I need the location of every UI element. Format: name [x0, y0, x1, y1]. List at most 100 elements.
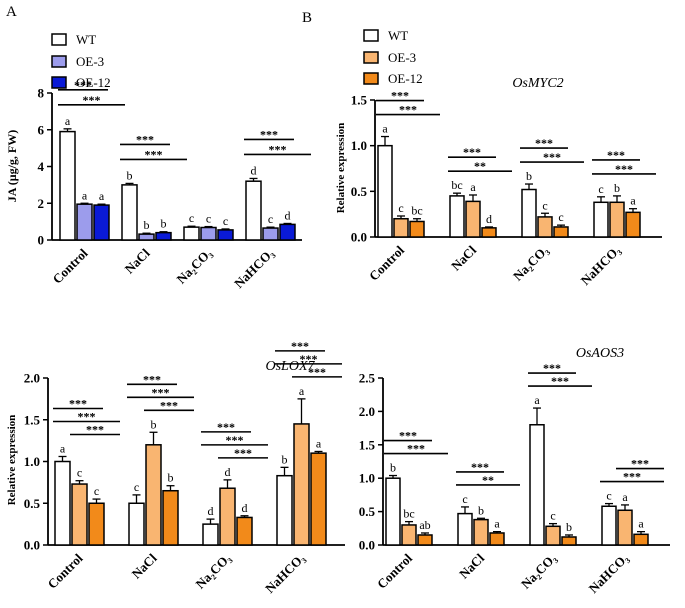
y-tick-label: 0.5	[359, 504, 376, 519]
sig-stars: ***	[399, 429, 417, 443]
legend-a-label-wt: WT	[76, 32, 96, 47]
sig-letter: a	[622, 490, 628, 504]
x-tick-label: NaCl	[456, 550, 487, 581]
y-tick-label: 1.5	[351, 93, 368, 108]
y-tick-label: 1.0	[24, 454, 40, 469]
chart-c: 0.0 0.5 1.0 1.5 2.0 Relative expression OsLOX7…	[6, 339, 345, 596]
sig-letter: a	[638, 517, 644, 531]
sig-letter: a	[630, 194, 636, 208]
sig-letter: a	[299, 384, 305, 398]
sig-letter: a	[82, 188, 88, 202]
sig-letter: c	[542, 198, 547, 212]
sig-stars: ***	[226, 433, 244, 447]
y-tick-label: 1.0	[359, 471, 375, 486]
bar-oe3-3	[617, 509, 633, 546]
bar-oe3-0	[393, 217, 409, 238]
sig-letter: d	[242, 501, 248, 515]
sig-letter: b	[390, 461, 396, 475]
y-axis-title: JA (μg/g, FW)	[5, 130, 19, 202]
sig-stars: ***	[615, 162, 633, 176]
y-tick-label: 0.0	[359, 538, 375, 553]
x-tick-label: NaCl	[129, 550, 160, 581]
x-tick-label: NaHCO₃	[262, 550, 308, 596]
x-tick-label: NaHCO₃	[586, 550, 632, 596]
sig-letter: a	[99, 189, 105, 203]
sig-stars: **	[474, 159, 486, 173]
sig-stars: **	[482, 473, 494, 487]
sig-letter: b	[526, 169, 532, 183]
y-tick-label: 2.0	[359, 404, 375, 419]
y-axis-title: Relative expression	[335, 123, 347, 214]
bar-oe12-1	[481, 227, 497, 238]
sig-letter: a	[534, 393, 540, 407]
legend-a: WT OE-3 OE-12	[51, 32, 111, 90]
sig-letter: c	[268, 212, 273, 226]
bar-wt-3	[245, 180, 262, 241]
bar-oe3-3	[262, 227, 279, 241]
legend-a-label-oe12: OE-12	[76, 75, 111, 90]
bar-wt-2	[521, 188, 537, 238]
sig-letter: c	[94, 484, 99, 498]
bar-oe12-2	[553, 226, 569, 238]
sig-stars: ***	[471, 460, 489, 474]
y-tick-label: 0.5	[24, 496, 41, 511]
sig-stars: ***	[234, 446, 252, 460]
bar-wt-0	[385, 477, 401, 546]
sig-letter: d	[225, 465, 231, 479]
x-tick-label: Na₂CO₃	[518, 550, 559, 591]
sig-letter: c	[134, 480, 139, 494]
bar-oe12-0	[409, 220, 425, 238]
bar-oe3-1	[473, 518, 489, 546]
sig-letter: a	[470, 180, 476, 194]
legend-a-swatch-oe3	[51, 55, 67, 68]
sig-letter: b	[478, 503, 484, 517]
y-tick-label: 2.0	[24, 371, 40, 386]
chart-title: OsAOS3	[576, 346, 624, 361]
bar-wt-2	[202, 523, 219, 546]
y-tick-label: 1.5	[24, 412, 41, 427]
bar-oe12-1	[489, 532, 505, 546]
sig-stars: ***	[535, 136, 553, 150]
sig-stars: ***	[631, 457, 649, 471]
bar-wt-3	[601, 505, 617, 546]
sig-letter: bc	[411, 204, 422, 218]
y-tick-label: 1.0	[351, 138, 367, 153]
x-tick-label: Control	[45, 550, 86, 591]
sig-stars: ***	[623, 470, 641, 484]
sig-letter: ab	[419, 518, 430, 532]
x-tick-label: Control	[374, 550, 415, 591]
bar-wt-2	[183, 226, 200, 241]
bar-oe12-3	[633, 533, 649, 546]
x-tick-label: Na₂CO₃	[510, 242, 551, 283]
sig-stars: ***	[145, 147, 163, 161]
y-tick-label: 0.5	[351, 184, 368, 199]
bar-oe3-2	[200, 226, 217, 241]
sig-letter: a	[494, 517, 500, 531]
sig-stars: ***	[399, 103, 417, 117]
bar-wt-1	[121, 184, 138, 241]
sig-letter: c	[398, 201, 403, 215]
chart-title: OsLOX7	[265, 359, 315, 374]
legend-b-swatch-oe3	[363, 51, 379, 64]
y-tick-label: 4	[38, 159, 45, 174]
y-tick-label: 0.0	[24, 538, 40, 553]
y-tick-label: 1.5	[359, 437, 376, 452]
sig-letter: c	[206, 212, 211, 226]
sig-stars: ***	[160, 398, 178, 412]
y-tick-label: 2.5	[359, 371, 376, 386]
x-tick-label: NaHCO₃	[578, 242, 624, 288]
sig-letter: c	[77, 466, 82, 480]
sig-stars: ***	[300, 352, 318, 366]
bar-oe3-0	[76, 203, 93, 241]
bar-oe3-0	[71, 483, 88, 546]
bar-oe12-3	[279, 223, 296, 241]
legend-a-label-oe3: OE-3	[76, 54, 104, 69]
bar-oe12-0	[88, 502, 105, 546]
sig-letter: d	[285, 208, 291, 222]
sig-letter: c	[189, 211, 194, 225]
sig-letter: c	[550, 509, 555, 523]
bar-oe3-2	[545, 525, 561, 546]
sig-stars: ***	[136, 132, 154, 146]
